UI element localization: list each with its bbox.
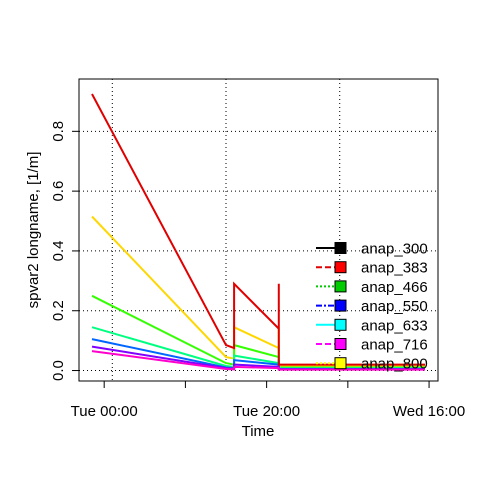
legend-label-anap_466: anap_466 (361, 279, 428, 296)
y-tick-label: 0.2 (50, 300, 67, 321)
legend-label-anap_716: anap_716 (361, 337, 428, 354)
legend-swatch-anap_716 (334, 338, 347, 350)
y-axis: 0.0 0.2 0.4 0.6 0.8 (50, 121, 79, 381)
legend-label-anap_550: anap_550 (361, 298, 428, 315)
legend-label-anap_633: anap_633 (361, 317, 428, 334)
series-line (91, 350, 425, 371)
legend: anap_300 anap_383 anap_466 anap_550 anap_633… (316, 241, 428, 373)
legend-label-anap_300: anap_300 (361, 241, 428, 258)
plot-frame (78, 78, 439, 382)
x-tick-label: Wed 16:00 (393, 403, 465, 420)
y-tick-label: 0.4 (50, 241, 67, 262)
legend-swatch-anap_800 (334, 357, 347, 370)
y-tick-label: 0.0 (50, 360, 67, 381)
x-axis: Tue 00:00 Tue 20:00 Wed 16:00 (71, 381, 465, 420)
legend-swatch-anap_633 (334, 318, 347, 331)
legend-label-anap_800: anap_800 (361, 356, 428, 373)
series-line-anap_383 (91, 93, 425, 366)
legend-swatch-anap_300 (334, 242, 347, 254)
legend-swatch-anap_383 (334, 261, 347, 274)
series-lines (91, 93, 425, 371)
y-tick-label: 0.8 (50, 121, 67, 142)
legend-label-anap_383: anap_383 (361, 260, 428, 277)
legend-swatch-anap_550 (334, 299, 347, 312)
y-tick-label: 0.6 (50, 181, 67, 202)
y-axis-title: spvar2 longname, [1/m] (25, 152, 42, 309)
legend-swatch-anap_466 (334, 280, 347, 293)
x-tick-label: Tue 20:00 (233, 403, 300, 420)
x-axis-title: Time (242, 423, 275, 440)
x-tick-label: Tue 00:00 (71, 403, 138, 420)
